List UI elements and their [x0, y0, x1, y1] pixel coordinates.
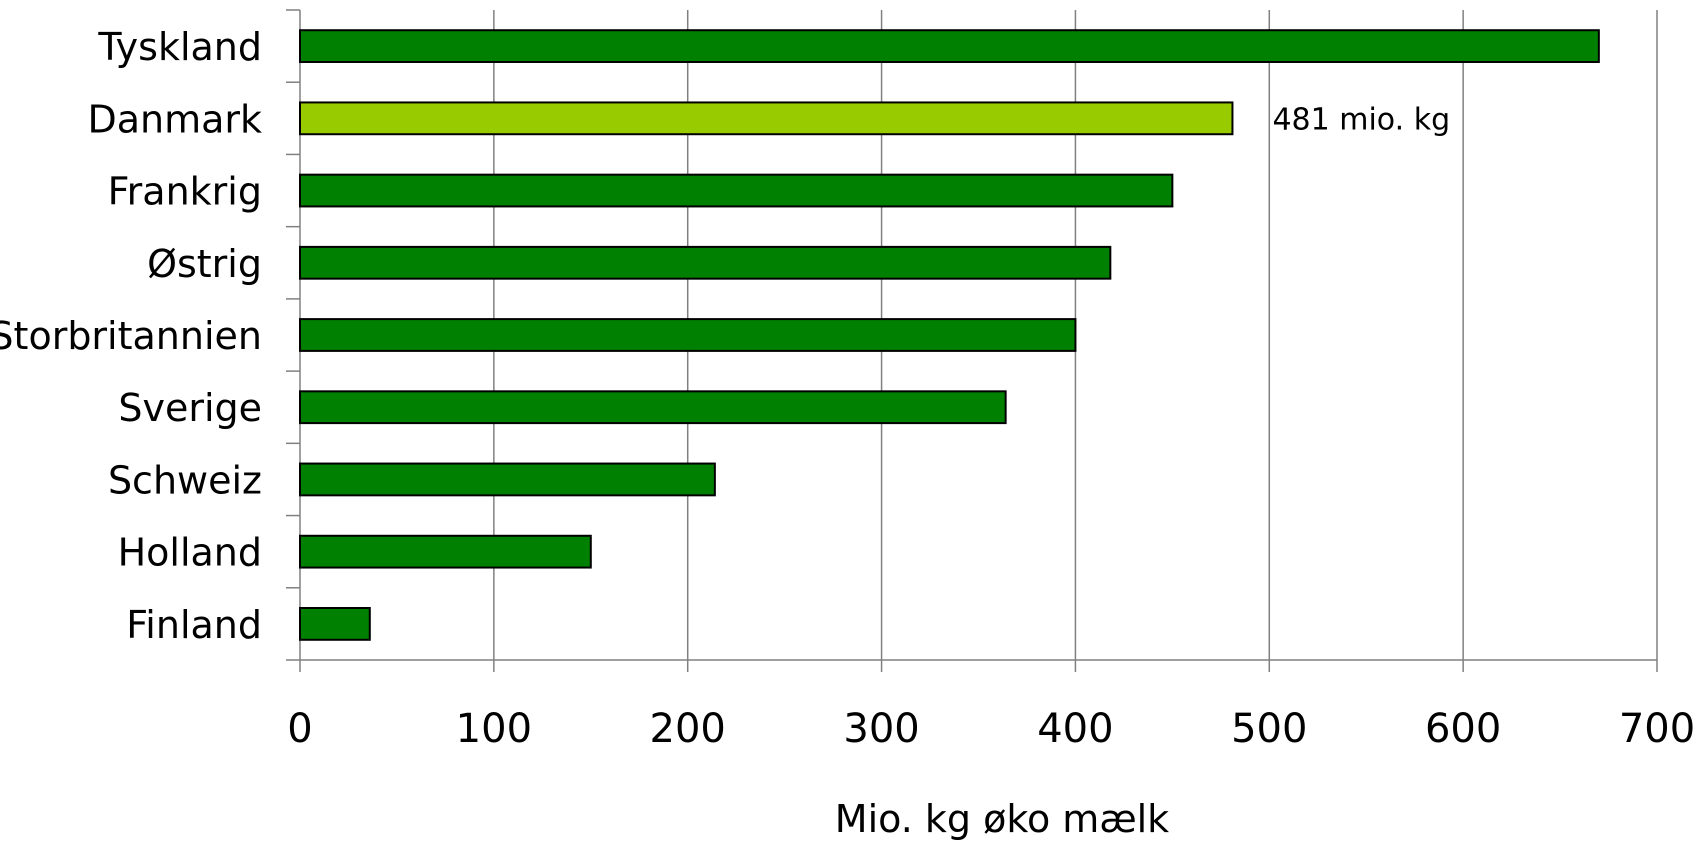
category-label: Frankrig [108, 170, 262, 214]
x-tick-label: 100 [456, 706, 532, 752]
bar-tyskland [299, 29, 1600, 63]
x-tick-label: 700 [1619, 706, 1695, 752]
x-tick-label: 300 [843, 706, 919, 752]
bar-storbritannien [299, 318, 1077, 352]
x-tick-label: 500 [1231, 706, 1307, 752]
bar-holland [299, 534, 592, 569]
tick-labels: 0 100 200 300 400 500 600 700 [287, 706, 1695, 752]
x-tick-label: 200 [650, 706, 726, 752]
category-label: Sverige [118, 386, 262, 430]
bar-finland [299, 607, 371, 641]
bar-frankrig [299, 173, 1174, 208]
bar-danmark [299, 101, 1234, 136]
x-tick-label: 0 [287, 706, 312, 752]
bar-schweiz [299, 462, 716, 497]
bars [299, 29, 1600, 641]
category-label: Danmark [87, 97, 262, 141]
category-label: Østrig [147, 242, 262, 286]
x-tick-label: 400 [1037, 706, 1113, 752]
x-axis-title: Mio. kg øko mælk [835, 797, 1169, 841]
category-labels: Tyskland Danmark Frankrig Østrig Storbritann… [0, 25, 262, 647]
data-label-danmark: 481 mio. kg [1272, 102, 1450, 137]
category-label: Finland [126, 603, 262, 647]
category-label: Storbritannien [0, 314, 262, 358]
category-label: Tyskland [97, 25, 262, 69]
category-label: Holland [118, 531, 262, 575]
bar-østrig [299, 245, 1112, 280]
category-label: Schweiz [108, 458, 262, 502]
bar-sverige [299, 390, 1007, 425]
x-tick-label: 600 [1425, 706, 1501, 752]
